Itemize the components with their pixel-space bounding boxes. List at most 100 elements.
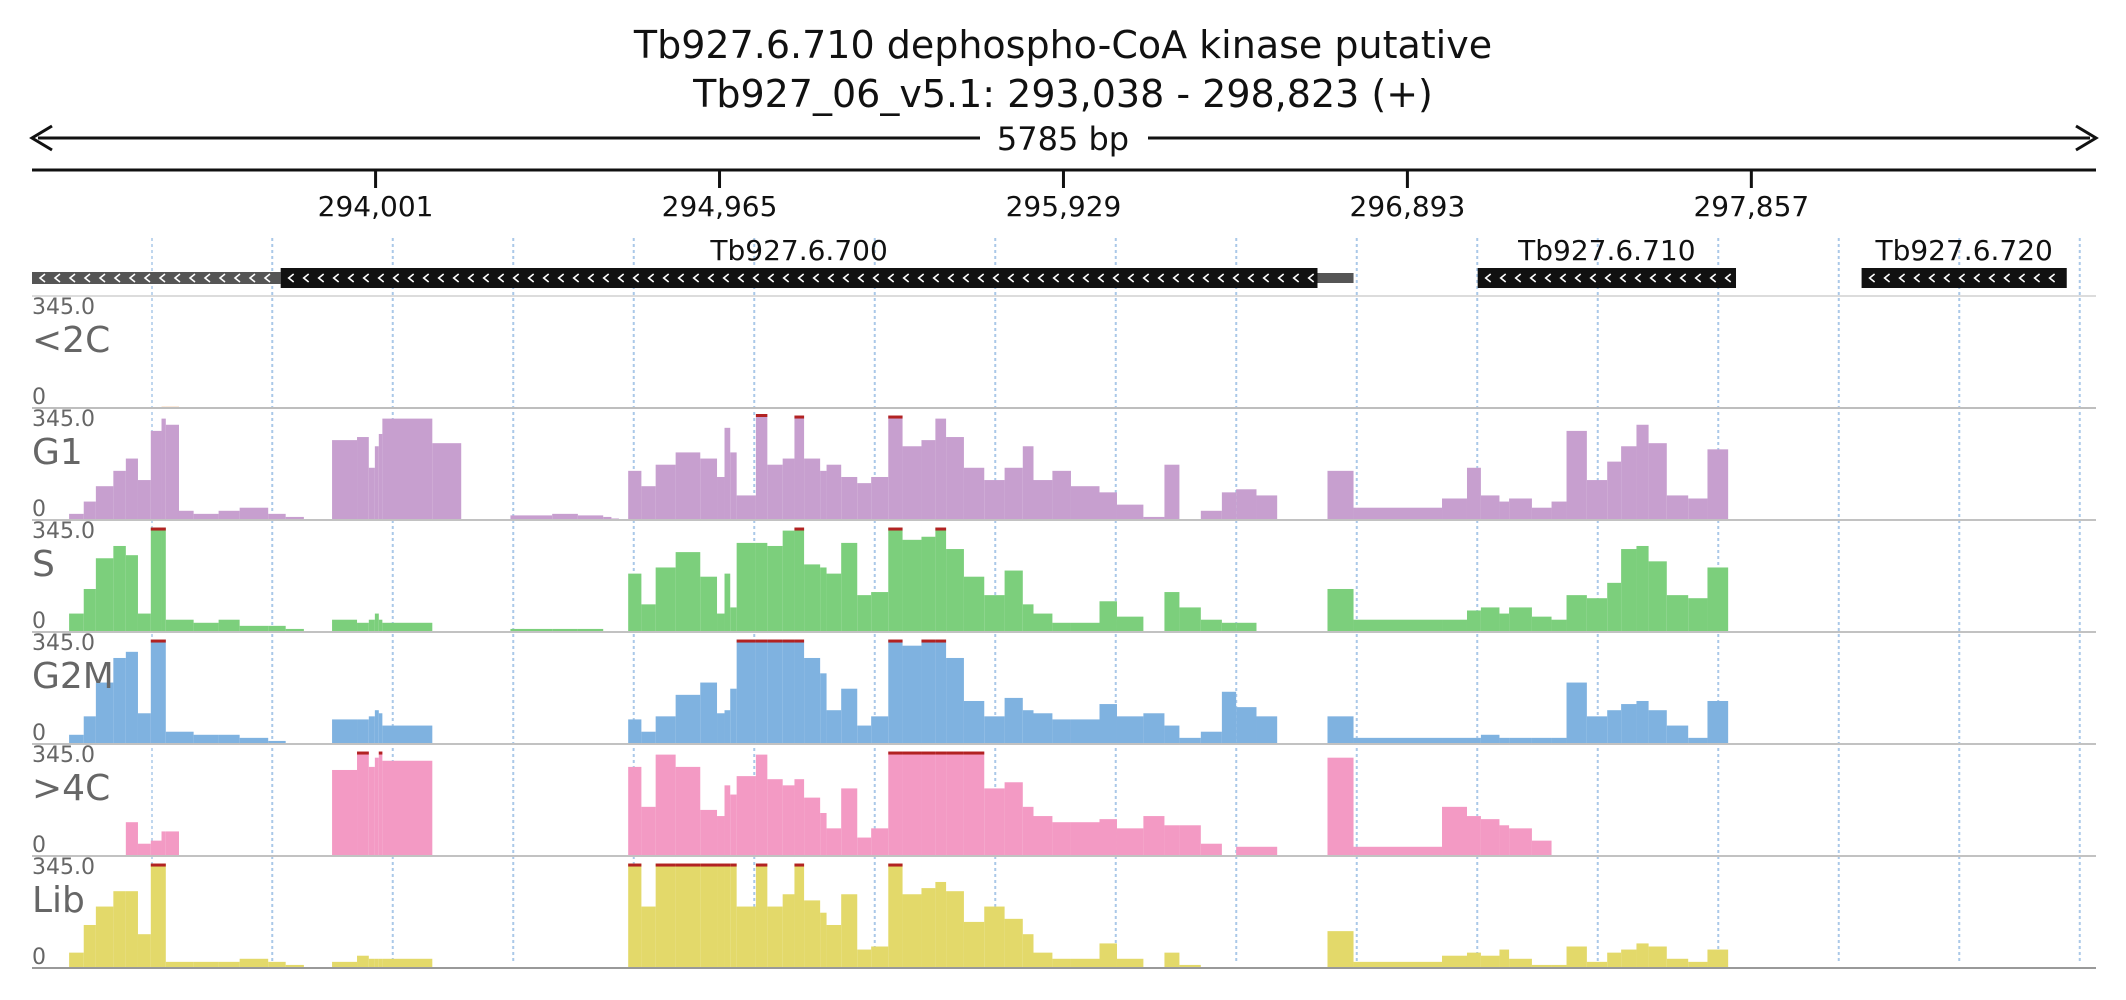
coverage-bar [1648,946,1667,968]
strand-chevron [263,273,271,283]
strand-chevron [1247,273,1255,283]
coverage-bar [83,588,96,632]
strand-chevron [1157,273,1165,283]
coverage-bar [268,740,286,744]
coverage-bar [736,906,756,968]
strand-chevron [1709,273,1717,283]
coverage-bar [1099,601,1117,632]
track-ymin-label: 0 [32,497,46,522]
coverage-bar [1648,710,1667,744]
coverage-bar [782,894,795,968]
coverage-bar [332,961,358,968]
coverage-bar [1143,516,1165,520]
coverage-bar [137,843,151,856]
coverage-bar [1509,737,1532,744]
strand-chevron [872,273,880,283]
coverage-bar [1099,943,1117,968]
strand-chevron [812,273,820,283]
clipped-marker [888,863,903,867]
coverage-bar [767,639,783,744]
track-ymax-label: 345.0 [32,295,95,320]
strand-chevron [1619,273,1627,283]
strand-chevron [1868,273,1876,283]
coverage-bar [368,958,375,968]
coverage-bar [285,516,304,520]
clipped-marker [161,639,166,643]
coverage-bar [432,443,462,520]
coverage-bar [984,906,1005,968]
coverage-bar [628,766,642,856]
coverage-bar [374,613,379,632]
coverage-bar [1200,619,1222,632]
coverage-bar [1116,616,1144,632]
coverage-bar [193,622,219,632]
coverage-bar [1353,619,1443,632]
coverage-bar [794,415,805,520]
coverage-bar [841,688,858,744]
strand-chevron [1202,273,1210,283]
strand-chevron [1307,273,1315,283]
clipped-marker [794,415,805,419]
strand-chevron [662,273,670,283]
strand-chevron [1634,273,1642,283]
coverage-bar [113,891,126,968]
coverage-bar [1499,737,1510,744]
coverage-bar [1636,424,1649,520]
strand-chevron [1097,273,1105,283]
coverage-bar [69,734,84,744]
strand-chevron [452,273,460,283]
strand-chevron [1574,273,1582,283]
coverage-bar [935,751,947,856]
coverage-bar [137,613,151,632]
coverage-bar [888,639,903,744]
clipped-marker [794,639,805,643]
coverage-bar [285,964,304,968]
coverage-bar [1551,619,1567,632]
coverage-bar [1480,819,1500,856]
coverage-bar [730,607,737,632]
coverage-bar [1509,607,1532,632]
coverage-bar [1236,707,1257,744]
coverage-bar [1116,958,1144,968]
coverage-bar [641,731,656,744]
coverage-bar [1070,958,1100,968]
coverage-bar [382,622,433,632]
track-ymax-label: 345.0 [32,631,95,656]
span-length-label: 5785 bp [997,120,1129,158]
coverage-bar [755,863,768,968]
strand-chevron [782,273,790,283]
coverage-bar [935,527,947,632]
coverage-bar [946,891,964,968]
coverage-bar [628,573,642,632]
strand-chevron [512,273,520,283]
coverage-bar [510,628,553,632]
coverage-bar [268,513,286,520]
clipped-marker [717,863,725,867]
strand-chevron [317,273,325,283]
strand-chevron [1988,273,1996,283]
coverage-bar [1442,806,1467,856]
coverage-bar [1442,737,1467,744]
clipped-marker [150,639,162,643]
coverage-bar [826,573,842,632]
coverage-bar [218,734,240,744]
gene-partial[interactable] [32,272,281,284]
coverage-bar [1116,716,1144,744]
chart-title: Tb927.6.710 dephospho-CoA kinase putativ… [633,23,1492,67]
coverage-bar [935,881,947,968]
strand-chevron [617,273,625,283]
strand-chevron [767,273,775,283]
coverage-bar [374,958,379,968]
coverage-bar [1466,816,1481,856]
strand-chevron [992,273,1000,283]
coverage-bar [1353,846,1443,856]
coverage-bar [871,592,889,632]
coverage-bar [332,619,358,632]
coverage-bar [368,467,375,520]
coverage-bar [1052,719,1071,744]
coverage-bar [717,863,725,968]
coverage-bar [1480,955,1500,968]
gene-box[interactable] [1861,268,2067,288]
coverage-bar [1480,607,1500,632]
coverage-bar [239,507,269,520]
